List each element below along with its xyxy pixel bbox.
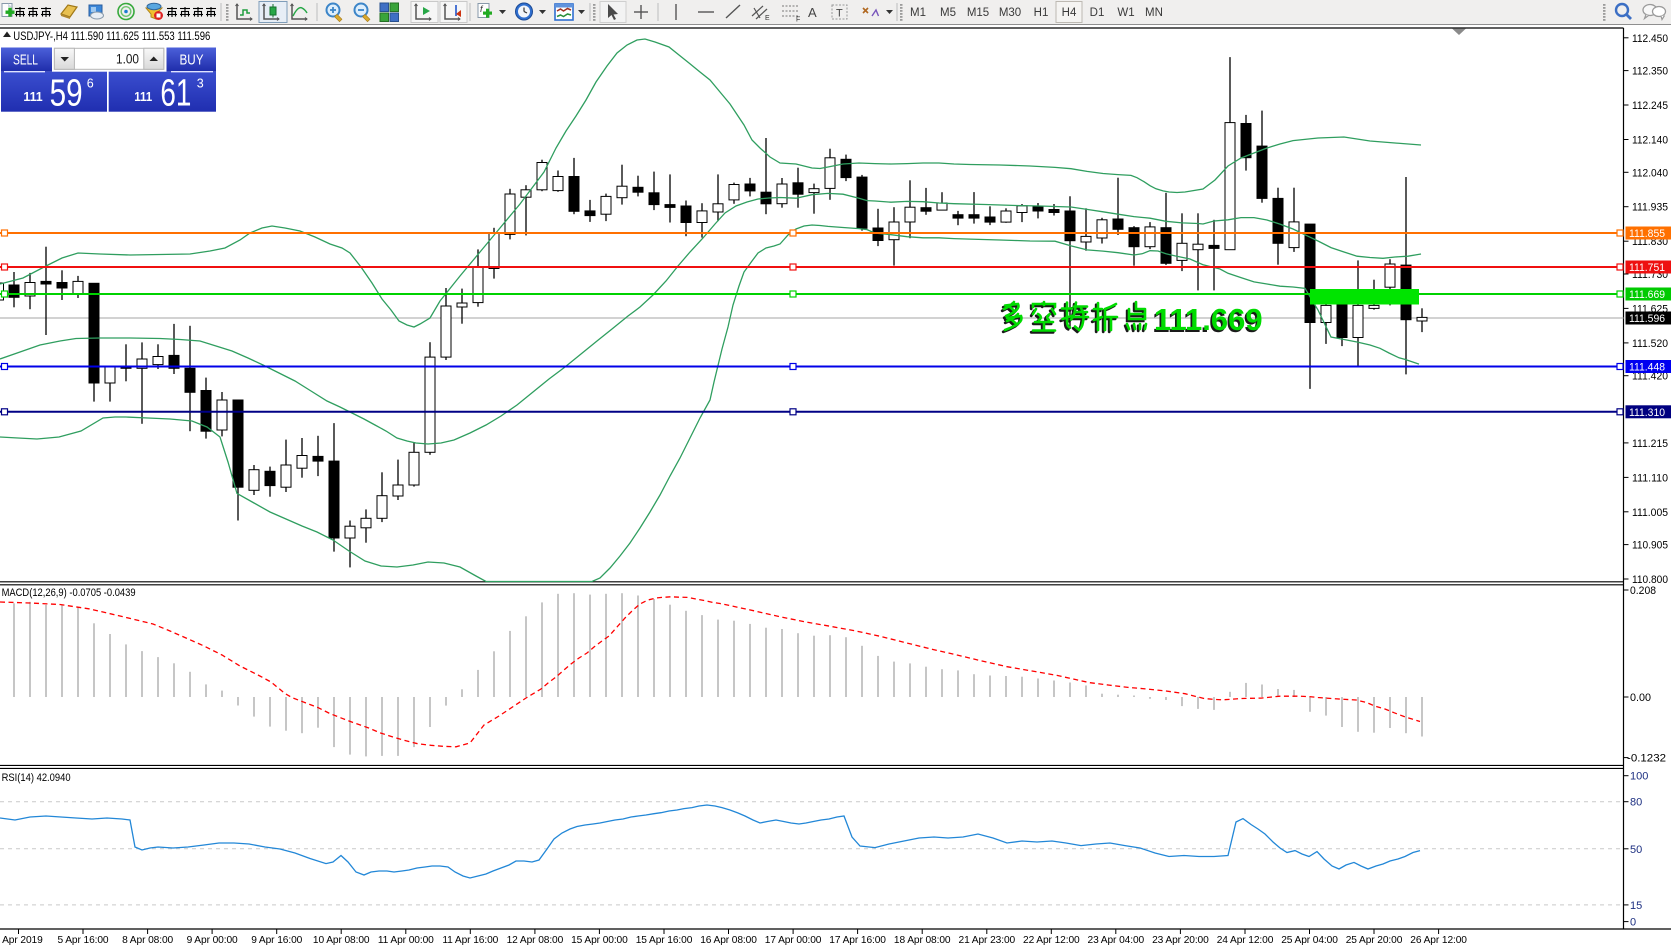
svg-text:F: F — [796, 17, 800, 24]
svg-text:M30: M30 — [999, 7, 1021, 19]
svg-text:0.00: 0.00 — [1630, 692, 1651, 704]
svg-text:100: 100 — [1630, 771, 1648, 783]
svg-text:15 Apr 00:00: 15 Apr 00:00 — [571, 935, 628, 946]
svg-text:23 Apr 04:00: 23 Apr 04:00 — [1088, 935, 1145, 946]
svg-text:5 Apr 16:00: 5 Apr 16:00 — [57, 935, 108, 946]
svg-text:111.935: 111.935 — [1632, 202, 1668, 214]
svg-text:11 Apr 00:00: 11 Apr 00:00 — [378, 935, 434, 946]
svg-text:111.669: 111.669 — [1629, 289, 1665, 301]
svg-text:112.245: 112.245 — [1632, 100, 1668, 112]
svg-text:D1: D1 — [1090, 7, 1105, 19]
svg-text:W1: W1 — [1117, 7, 1134, 19]
svg-text:111.110: 111.110 — [1632, 472, 1668, 484]
svg-text:21 Apr 23:00: 21 Apr 23:00 — [959, 935, 1016, 946]
svg-text:10 Apr 08:00: 10 Apr 08:00 — [313, 935, 370, 946]
svg-text:111.596: 111.596 — [1629, 313, 1665, 325]
svg-text:110.905: 110.905 — [1632, 540, 1668, 552]
svg-text:61: 61 — [160, 73, 191, 115]
svg-text:111.669: 111.669 — [1154, 302, 1263, 337]
svg-text:6: 6 — [87, 77, 94, 91]
svg-text:26 Apr 12:00: 26 Apr 12:00 — [1410, 935, 1467, 946]
svg-text:9 Apr 16:00: 9 Apr 16:00 — [251, 935, 302, 946]
svg-text:25 Apr 20:00: 25 Apr 20:00 — [1346, 935, 1403, 946]
svg-text:17 Apr 00:00: 17 Apr 00:00 — [765, 935, 822, 946]
svg-text:111.420: 111.420 — [1632, 371, 1668, 383]
svg-text:112.040: 112.040 — [1632, 167, 1668, 179]
svg-text:0.208: 0.208 — [1630, 585, 1656, 597]
svg-text:17 Apr 16:00: 17 Apr 16:00 — [829, 935, 886, 946]
svg-text:M1: M1 — [910, 7, 926, 19]
svg-text:111.855: 111.855 — [1629, 228, 1665, 240]
svg-text:RSI(14) 42.0940: RSI(14) 42.0940 — [2, 772, 71, 784]
svg-text:T: T — [836, 8, 843, 20]
svg-text:111.215: 111.215 — [1632, 438, 1668, 450]
svg-text:8 Apr 08:00: 8 Apr 08:00 — [122, 935, 173, 946]
svg-text:112.450: 112.450 — [1632, 33, 1668, 45]
svg-text:A: A — [808, 5, 817, 20]
svg-text:MACD(12,26,9) -0.0705 -0.0439: MACD(12,26,9) -0.0705 -0.0439 — [2, 587, 136, 599]
svg-text:111: 111 — [23, 89, 42, 104]
svg-text:BUY: BUY — [180, 52, 204, 69]
svg-text:15 Apr 16:00: 15 Apr 16:00 — [636, 935, 693, 946]
svg-text:111.751: 111.751 — [1629, 262, 1665, 274]
svg-text:50: 50 — [1630, 844, 1642, 856]
svg-text:18 Apr 08:00: 18 Apr 08:00 — [894, 935, 951, 946]
svg-text:0: 0 — [1630, 917, 1636, 929]
svg-text:112.350: 112.350 — [1632, 66, 1668, 78]
svg-text:111.310: 111.310 — [1629, 407, 1665, 419]
svg-text:80: 80 — [1630, 797, 1642, 809]
svg-text:11 Apr 16:00: 11 Apr 16:00 — [442, 935, 498, 946]
svg-text:112.140: 112.140 — [1632, 135, 1668, 147]
svg-text:111: 111 — [134, 89, 152, 104]
svg-text:MN: MN — [1145, 7, 1163, 19]
svg-text:9 Apr 00:00: 9 Apr 00:00 — [187, 935, 238, 946]
svg-text:M5: M5 — [940, 7, 956, 19]
svg-text:111.669: 111.669 — [1152, 304, 1261, 339]
svg-text:111.520: 111.520 — [1632, 338, 1668, 350]
svg-text:H4: H4 — [1062, 7, 1077, 19]
svg-text:22 Apr 12:00: 22 Apr 12:00 — [1023, 935, 1080, 946]
svg-text:H1: H1 — [1034, 7, 1049, 19]
svg-text:1.00: 1.00 — [116, 51, 139, 67]
svg-text:23 Apr 20:00: 23 Apr 20:00 — [1152, 935, 1209, 946]
svg-text:-0.1232: -0.1232 — [1627, 753, 1666, 765]
svg-text:111.448: 111.448 — [1629, 362, 1665, 374]
svg-text:5 Apr 2019: 5 Apr 2019 — [0, 935, 43, 946]
svg-text:15: 15 — [1630, 900, 1642, 912]
svg-text:USDJPY-,H4 111.590 111.625 11: USDJPY-,H4 111.590 111.625 111.553 111.5… — [13, 29, 210, 43]
svg-text:M15: M15 — [967, 7, 989, 19]
svg-text:25 Apr 04:00: 25 Apr 04:00 — [1281, 935, 1338, 946]
svg-text:12 Apr 08:00: 12 Apr 08:00 — [507, 935, 564, 946]
svg-text:E: E — [765, 15, 770, 22]
svg-text:59: 59 — [50, 73, 83, 115]
svg-text:SELL: SELL — [13, 52, 38, 69]
svg-text:16 Apr 08:00: 16 Apr 08:00 — [700, 935, 757, 946]
svg-text:110.800: 110.800 — [1632, 574, 1668, 586]
svg-text:24 Apr 12:00: 24 Apr 12:00 — [1217, 935, 1274, 946]
svg-text:f: f — [480, 4, 484, 14]
svg-text:3: 3 — [197, 77, 204, 91]
svg-text:111.005: 111.005 — [1632, 507, 1668, 519]
